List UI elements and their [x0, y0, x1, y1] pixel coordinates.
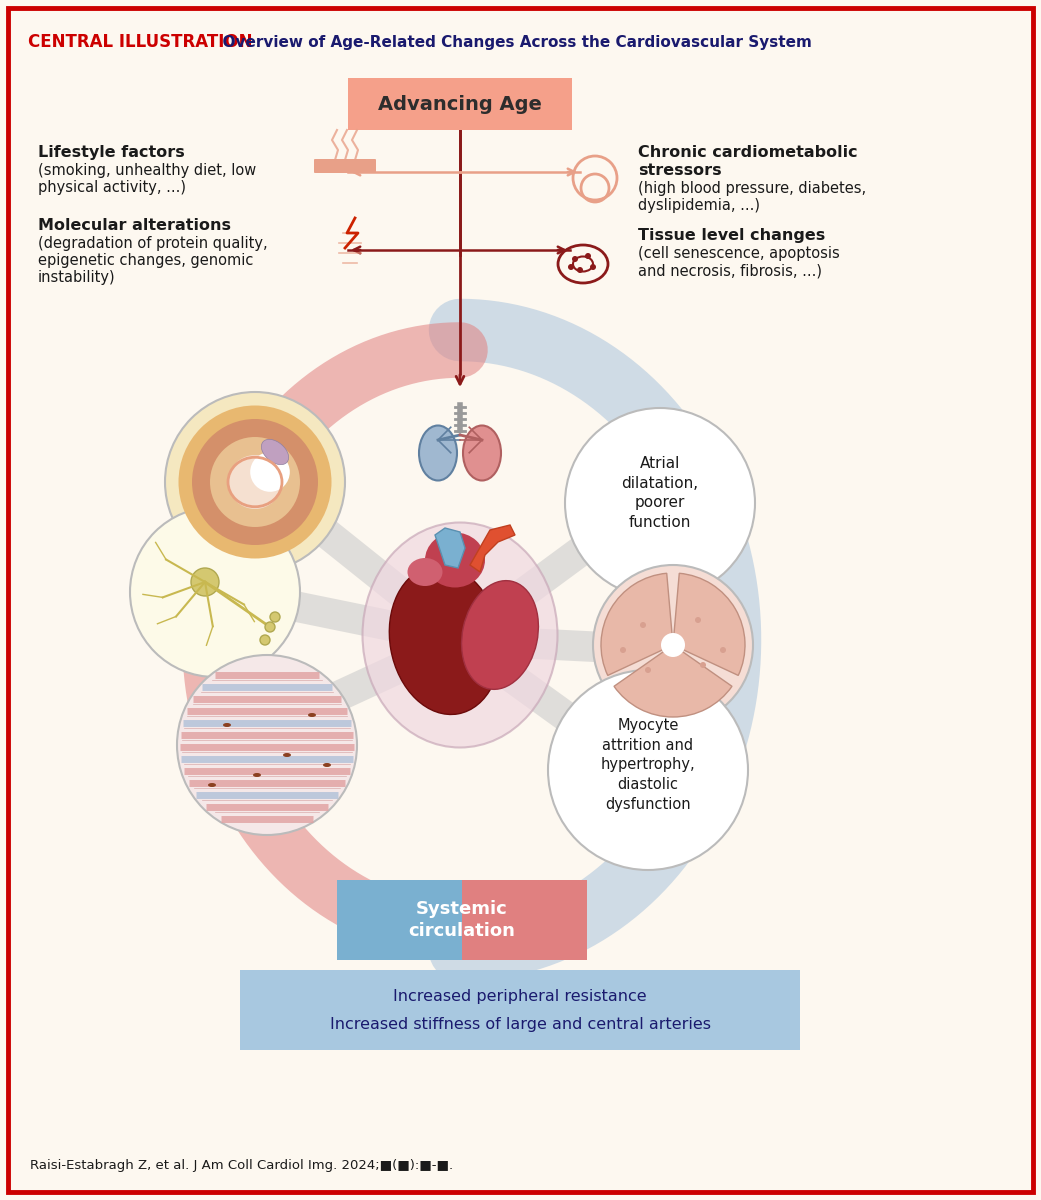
Text: Advancing Age: Advancing Age	[378, 95, 542, 114]
Circle shape	[228, 455, 282, 509]
Text: Atrial
dilatation,
poorer
function: Atrial dilatation, poorer function	[621, 456, 699, 530]
Text: Chronic cardiometabolic: Chronic cardiometabolic	[638, 145, 858, 160]
Circle shape	[178, 406, 331, 558]
Text: epigenetic changes, genomic: epigenetic changes, genomic	[39, 253, 253, 268]
Text: CENTRAL ILLUSTRATION: CENTRAL ILLUSTRATION	[28, 32, 253, 50]
Ellipse shape	[407, 558, 442, 586]
Circle shape	[661, 634, 685, 658]
Text: stressors: stressors	[638, 163, 721, 178]
Text: Systemic
circulation: Systemic circulation	[408, 900, 515, 940]
FancyBboxPatch shape	[348, 78, 572, 130]
Circle shape	[270, 612, 280, 622]
Wedge shape	[614, 646, 732, 716]
Ellipse shape	[261, 439, 288, 464]
FancyBboxPatch shape	[8, 8, 1033, 1192]
Circle shape	[548, 670, 748, 870]
Text: instability): instability)	[39, 270, 116, 284]
Circle shape	[130, 506, 300, 677]
Circle shape	[191, 568, 219, 596]
Text: (smoking, unhealthy diet, low: (smoking, unhealthy diet, low	[39, 163, 256, 178]
Ellipse shape	[223, 722, 231, 727]
Circle shape	[572, 256, 578, 262]
Text: Tissue level changes: Tissue level changes	[638, 228, 826, 242]
Circle shape	[700, 662, 706, 668]
Ellipse shape	[463, 426, 501, 480]
Text: (high blood pressure, diabetes,: (high blood pressure, diabetes,	[638, 181, 866, 196]
Text: (degradation of protein quality,: (degradation of protein quality,	[39, 236, 268, 251]
Wedge shape	[601, 574, 672, 676]
FancyBboxPatch shape	[314, 158, 376, 173]
Circle shape	[593, 565, 753, 725]
Ellipse shape	[389, 565, 501, 714]
Text: Molecular alterations: Molecular alterations	[39, 218, 231, 233]
Ellipse shape	[418, 426, 457, 480]
FancyBboxPatch shape	[462, 880, 587, 960]
Circle shape	[695, 617, 701, 623]
Wedge shape	[672, 574, 745, 676]
Text: Raisi-Estabragh Z, et al. J Am Coll Cardiol Img. 2024;■(■):■-■.: Raisi-Estabragh Z, et al. J Am Coll Card…	[30, 1158, 453, 1171]
Text: Lifestyle factors: Lifestyle factors	[39, 145, 184, 160]
Circle shape	[565, 408, 755, 598]
Circle shape	[720, 647, 726, 653]
FancyBboxPatch shape	[240, 970, 799, 1050]
Circle shape	[265, 622, 275, 632]
Circle shape	[585, 253, 591, 259]
Text: Increased peripheral resistance: Increased peripheral resistance	[393, 989, 646, 1003]
Circle shape	[250, 452, 289, 492]
Circle shape	[590, 264, 596, 270]
FancyBboxPatch shape	[337, 880, 462, 960]
Text: Overview of Age-Related Changes Across the Cardiovascular System: Overview of Age-Related Changes Across t…	[212, 35, 812, 49]
Text: physical activity, ...): physical activity, ...)	[39, 180, 186, 194]
Circle shape	[568, 264, 574, 270]
Ellipse shape	[283, 754, 291, 757]
Circle shape	[260, 635, 270, 646]
Polygon shape	[435, 528, 465, 568]
Polygon shape	[469, 526, 515, 572]
Ellipse shape	[253, 773, 261, 778]
Circle shape	[620, 647, 626, 653]
Text: and necrosis, fibrosis, ...): and necrosis, fibrosis, ...)	[638, 263, 822, 278]
Ellipse shape	[461, 581, 538, 689]
Ellipse shape	[308, 713, 316, 716]
Text: Increased stiffness of large and central arteries: Increased stiffness of large and central…	[330, 1018, 711, 1032]
Text: (cell senescence, apoptosis: (cell senescence, apoptosis	[638, 246, 840, 260]
Ellipse shape	[362, 522, 558, 748]
Circle shape	[166, 392, 345, 572]
Ellipse shape	[323, 763, 331, 767]
Ellipse shape	[208, 782, 215, 787]
Circle shape	[210, 437, 300, 527]
Circle shape	[192, 419, 318, 545]
Circle shape	[577, 266, 583, 272]
Circle shape	[640, 622, 646, 628]
Text: dyslipidemia, ...): dyslipidemia, ...)	[638, 198, 760, 214]
Circle shape	[177, 655, 357, 835]
Text: Myocyte
attrition and
hypertrophy,
diastolic
dysfunction: Myocyte attrition and hypertrophy, diast…	[601, 718, 695, 812]
Circle shape	[645, 667, 651, 673]
Ellipse shape	[425, 533, 485, 588]
